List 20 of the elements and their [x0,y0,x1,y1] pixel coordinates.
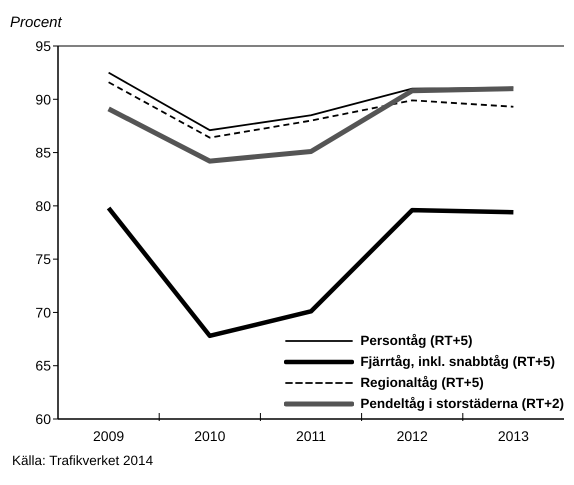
y-tick-label: 60 [35,410,52,427]
y-tick-label: 70 [35,304,52,320]
y-tick-label: 95 [35,38,52,54]
y-tick-label: 85 [35,144,52,161]
text: Källa: Trafikverket 2014 [12,453,154,468]
y-tick-label: 65 [35,358,52,374]
x-tick-label: 2012 [396,428,428,444]
y-tick-label: 80 [35,198,52,214]
x-tick-label: 2009 [93,428,124,444]
x-tick-label: 2013 [498,428,530,444]
y-tick-label: 90 [35,91,52,108]
legend-label: Fjärrtåg, inkl. snabbtåg (RT+5) [360,354,555,369]
legend-label: Persontåg (RT+5) [360,333,472,348]
legend-label: Regionaltåg (RT+5) [360,375,484,390]
line-series [108,81,514,139]
y-tick-label: 75 [35,251,52,268]
legend-label: Pendeltåg i storstäderna (RT+2) [360,396,564,411]
x-tick-label: 2010 [194,428,226,444]
y-axis-title: Procent [10,14,64,31]
x-tick-label: 2011 [296,428,326,444]
